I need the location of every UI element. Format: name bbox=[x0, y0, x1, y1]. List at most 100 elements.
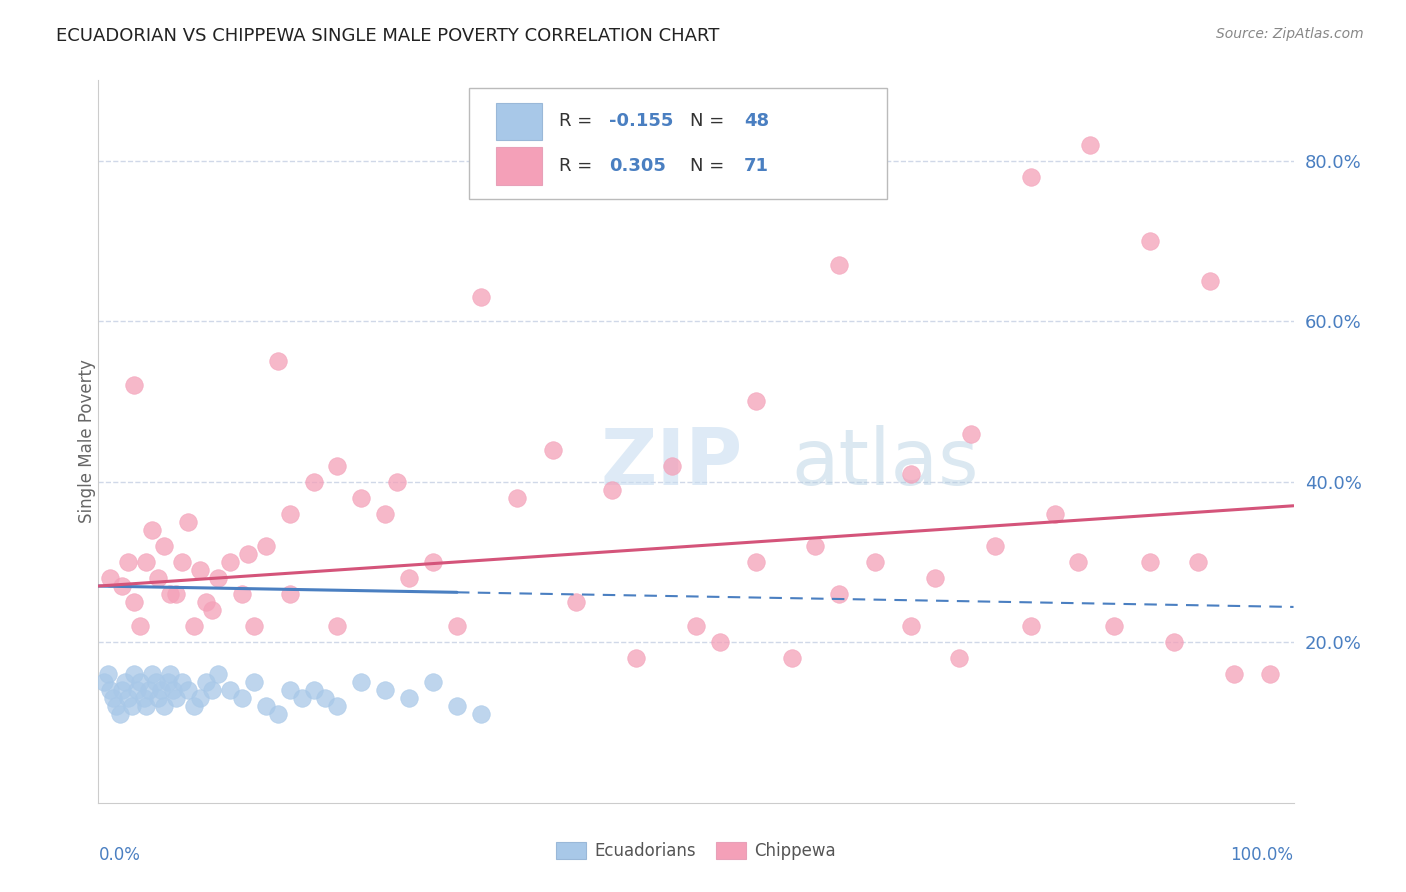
Point bbox=[125, 683, 148, 698]
Point bbox=[350, 491, 373, 505]
Point bbox=[1080, 137, 1102, 152]
Point bbox=[565, 595, 588, 609]
Point bbox=[231, 691, 253, 706]
Point bbox=[195, 675, 218, 690]
Point bbox=[780, 651, 803, 665]
Text: R =: R = bbox=[558, 112, 598, 130]
Text: ECUADORIAN VS CHIPPEWA SINGLE MALE POVERTY CORRELATION CHART: ECUADORIAN VS CHIPPEWA SINGLE MALE POVER… bbox=[56, 27, 720, 45]
Point bbox=[302, 683, 325, 698]
Point bbox=[506, 491, 529, 505]
Point bbox=[1199, 274, 1222, 288]
Point bbox=[162, 683, 184, 698]
Text: 48: 48 bbox=[744, 112, 769, 130]
Point bbox=[159, 667, 181, 681]
Point bbox=[145, 675, 167, 690]
Point bbox=[422, 675, 444, 690]
Point bbox=[900, 619, 922, 633]
Point bbox=[207, 667, 229, 681]
Point bbox=[984, 539, 1007, 553]
Point bbox=[470, 290, 492, 304]
Point bbox=[153, 539, 176, 553]
Legend: Ecuadorians, Chippewa: Ecuadorians, Chippewa bbox=[550, 835, 842, 867]
Point bbox=[1139, 555, 1161, 569]
FancyBboxPatch shape bbox=[470, 87, 887, 200]
Point bbox=[1067, 555, 1090, 569]
Text: 71: 71 bbox=[744, 157, 769, 175]
Point bbox=[1163, 635, 1185, 649]
Point bbox=[124, 378, 146, 392]
Point bbox=[278, 683, 301, 698]
Point bbox=[183, 699, 205, 714]
Point bbox=[1258, 667, 1281, 681]
Point bbox=[960, 426, 983, 441]
Point bbox=[172, 555, 194, 569]
Point bbox=[141, 523, 163, 537]
Text: ZIP: ZIP bbox=[600, 425, 742, 501]
Point bbox=[685, 619, 707, 633]
Text: 0.0%: 0.0% bbox=[98, 847, 141, 864]
Point bbox=[1139, 234, 1161, 248]
Point bbox=[900, 467, 922, 481]
Point bbox=[828, 587, 851, 601]
Point bbox=[129, 675, 152, 690]
Text: R =: R = bbox=[558, 157, 598, 175]
Point bbox=[326, 699, 349, 714]
Point bbox=[267, 707, 290, 722]
Point bbox=[93, 675, 115, 690]
Point bbox=[165, 691, 187, 706]
Point bbox=[117, 691, 139, 706]
Point bbox=[101, 691, 124, 706]
Point bbox=[804, 539, 827, 553]
Point bbox=[446, 619, 468, 633]
Point bbox=[278, 507, 301, 521]
Point bbox=[243, 675, 266, 690]
Point bbox=[98, 683, 122, 698]
Point bbox=[172, 675, 194, 690]
Point bbox=[828, 258, 851, 272]
Point bbox=[135, 555, 157, 569]
Point bbox=[1187, 555, 1209, 569]
Point bbox=[149, 683, 172, 698]
Point bbox=[602, 483, 624, 497]
Text: 0.305: 0.305 bbox=[609, 157, 665, 175]
Point bbox=[207, 571, 229, 585]
Point bbox=[267, 354, 290, 368]
Text: Source: ZipAtlas.com: Source: ZipAtlas.com bbox=[1216, 27, 1364, 41]
Point bbox=[132, 691, 155, 706]
Point bbox=[541, 442, 564, 457]
Point bbox=[374, 683, 396, 698]
Point bbox=[398, 691, 420, 706]
Text: 100.0%: 100.0% bbox=[1230, 847, 1294, 864]
Point bbox=[385, 475, 409, 489]
Point bbox=[243, 619, 266, 633]
Point bbox=[114, 675, 136, 690]
Point bbox=[98, 571, 122, 585]
Text: atlas: atlas bbox=[792, 425, 979, 501]
Point bbox=[159, 587, 181, 601]
Point bbox=[948, 651, 970, 665]
Point bbox=[201, 683, 224, 698]
Point bbox=[1019, 169, 1042, 184]
Point bbox=[626, 651, 648, 665]
Point bbox=[177, 515, 200, 529]
Point bbox=[745, 394, 768, 409]
Point bbox=[219, 683, 242, 698]
Point bbox=[201, 603, 224, 617]
Point bbox=[231, 587, 253, 601]
Point bbox=[302, 475, 325, 489]
Point bbox=[129, 619, 152, 633]
Point bbox=[1223, 667, 1246, 681]
Point bbox=[1104, 619, 1126, 633]
FancyBboxPatch shape bbox=[496, 103, 541, 140]
Point bbox=[446, 699, 468, 714]
Text: -0.155: -0.155 bbox=[609, 112, 673, 130]
Point bbox=[291, 691, 314, 706]
Point bbox=[219, 555, 242, 569]
Text: N =: N = bbox=[690, 157, 730, 175]
Point bbox=[1043, 507, 1066, 521]
Point bbox=[141, 667, 163, 681]
Point bbox=[374, 507, 396, 521]
Point bbox=[254, 539, 277, 553]
Point bbox=[138, 683, 160, 698]
Point bbox=[124, 667, 146, 681]
